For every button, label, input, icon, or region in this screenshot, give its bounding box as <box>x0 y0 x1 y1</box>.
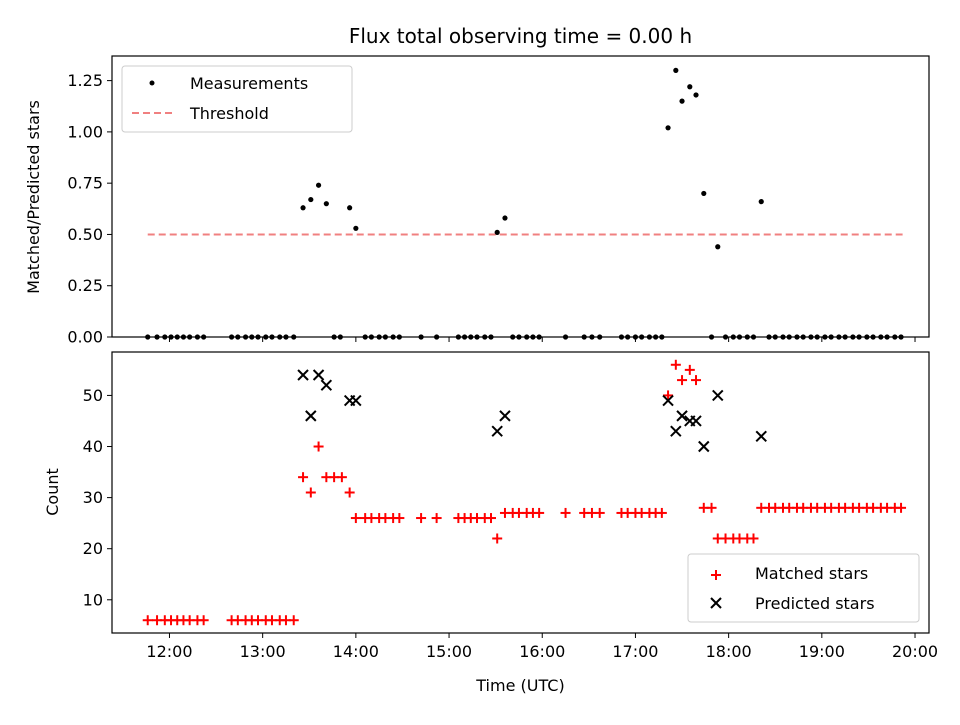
top-panel: Flux total observing time = 0.00 h Match… <box>24 24 930 347</box>
top-y-tick-label: 1.00 <box>67 122 103 141</box>
matched-star-point <box>142 615 153 626</box>
measurement-point <box>323 201 329 207</box>
bottom-axes-frame <box>111 351 930 634</box>
legend-threshold-label: Threshold <box>189 104 269 123</box>
measurement-point <box>502 215 508 221</box>
top-y-tick-label: 0.50 <box>67 225 103 244</box>
top-chart-title: Flux total observing time = 0.00 h <box>349 24 692 48</box>
legend-measurements-marker <box>149 80 155 86</box>
matched-star-point <box>394 513 405 524</box>
bottom-y-tick-label: 50 <box>83 386 103 405</box>
matched-star-point <box>350 513 361 524</box>
bottom-x-tick-label: 17:00 <box>612 642 658 661</box>
legend-matched-label: Matched stars <box>755 564 868 583</box>
matched-star-point <box>534 507 545 518</box>
top-axes-frame <box>111 55 930 338</box>
legend-matched-marker <box>711 570 721 580</box>
matched-star-point <box>706 502 717 513</box>
bottom-legend: Matched stars Predicted stars <box>687 553 920 623</box>
measurement-point <box>665 125 671 131</box>
predicted-star-point <box>499 410 511 422</box>
top-y-axis-label: Matched/Predicted stars <box>24 100 43 294</box>
matched-star-point <box>677 375 688 386</box>
matched-star-point <box>492 533 503 544</box>
measurement-point <box>308 196 314 203</box>
matched-star-point <box>431 513 442 524</box>
predicted-star-point <box>676 410 688 422</box>
bottom-y-tick-label: 40 <box>83 437 103 456</box>
matched-star-point <box>305 487 316 498</box>
matched-star-point <box>656 507 667 518</box>
bottom-x-tick-label: 19:00 <box>799 642 845 661</box>
matched-star-point <box>691 375 702 386</box>
matched-star-point <box>198 615 209 626</box>
top-y-tick-label: 0.00 <box>67 328 103 347</box>
matched-star-point <box>748 533 759 544</box>
measurement-point <box>715 244 721 250</box>
matched-star-point <box>298 472 309 483</box>
predicted-star-point <box>670 425 682 437</box>
bottom-x-tick-label: 18:00 <box>706 642 752 661</box>
bottom-x-tick-label: 12:00 <box>146 642 192 661</box>
bottom-x-tick-label: 20:00 <box>892 642 938 661</box>
bottom-y-axis-label: Count <box>43 468 62 516</box>
bottom-plot-area: 10 20 30 40 50 12:00 13:00 14:00 15:00 16:00 17:00… <box>83 359 938 661</box>
bottom-legend-box <box>687 553 920 623</box>
bottom-y-tick-label: 30 <box>83 488 103 507</box>
matched-star-point <box>485 513 496 524</box>
predicted-star-point <box>320 379 333 391</box>
predicted-star-point <box>690 415 702 427</box>
measurement-point <box>673 67 679 73</box>
bottom-y-tick-label: 10 <box>83 590 103 609</box>
top-legend: Measurements Threshold <box>121 65 353 133</box>
matched-star-point <box>594 507 605 518</box>
predicted-star-point <box>312 369 325 381</box>
bottom-y-tick-label: 20 <box>83 539 103 558</box>
measurement-point <box>494 229 500 235</box>
top-plot-area: 0.00 0.25 0.50 0.75 1.00 1.25 <box>67 67 916 347</box>
measurement-point <box>693 92 699 98</box>
measurement-point <box>679 98 685 104</box>
bottom-x-axis-label: Time (UTC) <box>475 676 564 695</box>
measurement-point <box>701 190 707 197</box>
bottom-x-tick-label: 13:00 <box>240 642 286 661</box>
legend-predicted-label: Predicted stars <box>755 594 875 613</box>
matched-star-point <box>896 502 907 513</box>
matched-star-point <box>684 364 695 375</box>
predicted-star-point <box>297 369 309 381</box>
matched-star-point <box>336 472 347 483</box>
bottom-panel: Count Time (UTC) 10 20 30 40 50 12:00 13:00 14:… <box>43 351 938 695</box>
predicted-star-point <box>491 425 503 437</box>
bottom-x-tick-label: 16:00 <box>519 642 565 661</box>
predicted-star-point <box>712 389 724 402</box>
measurement-point <box>315 182 322 188</box>
predicted-star-point <box>305 410 317 422</box>
bottom-x-tick-label: 15:00 <box>426 642 472 661</box>
matched-star-point <box>663 390 674 401</box>
matched-star-point <box>288 615 299 626</box>
measurement-point <box>300 205 306 211</box>
legend-measurements-label: Measurements <box>190 74 308 93</box>
measurement-point <box>347 205 353 211</box>
legend-predicted-marker <box>710 597 722 609</box>
matched-star-point <box>416 513 427 524</box>
measurement-point <box>758 199 764 205</box>
predicted-star-point <box>662 394 674 407</box>
matched-star-point <box>560 507 571 518</box>
predicted-star-point <box>698 440 710 453</box>
matched-star-point <box>670 359 681 370</box>
top-legend-box <box>121 65 353 133</box>
top-y-tick-label: 0.75 <box>67 174 103 193</box>
predicted-star-point <box>350 394 362 407</box>
predicted-star-point <box>755 430 767 443</box>
matched-star-point <box>313 441 324 452</box>
bottom-x-tick-label: 14:00 <box>333 642 379 661</box>
matched-star-point <box>344 487 355 498</box>
top-y-tick-label: 1.25 <box>67 71 103 90</box>
measurement-point <box>353 225 359 231</box>
top-y-tick-label: 0.25 <box>67 276 103 295</box>
measurement-point <box>687 84 693 90</box>
